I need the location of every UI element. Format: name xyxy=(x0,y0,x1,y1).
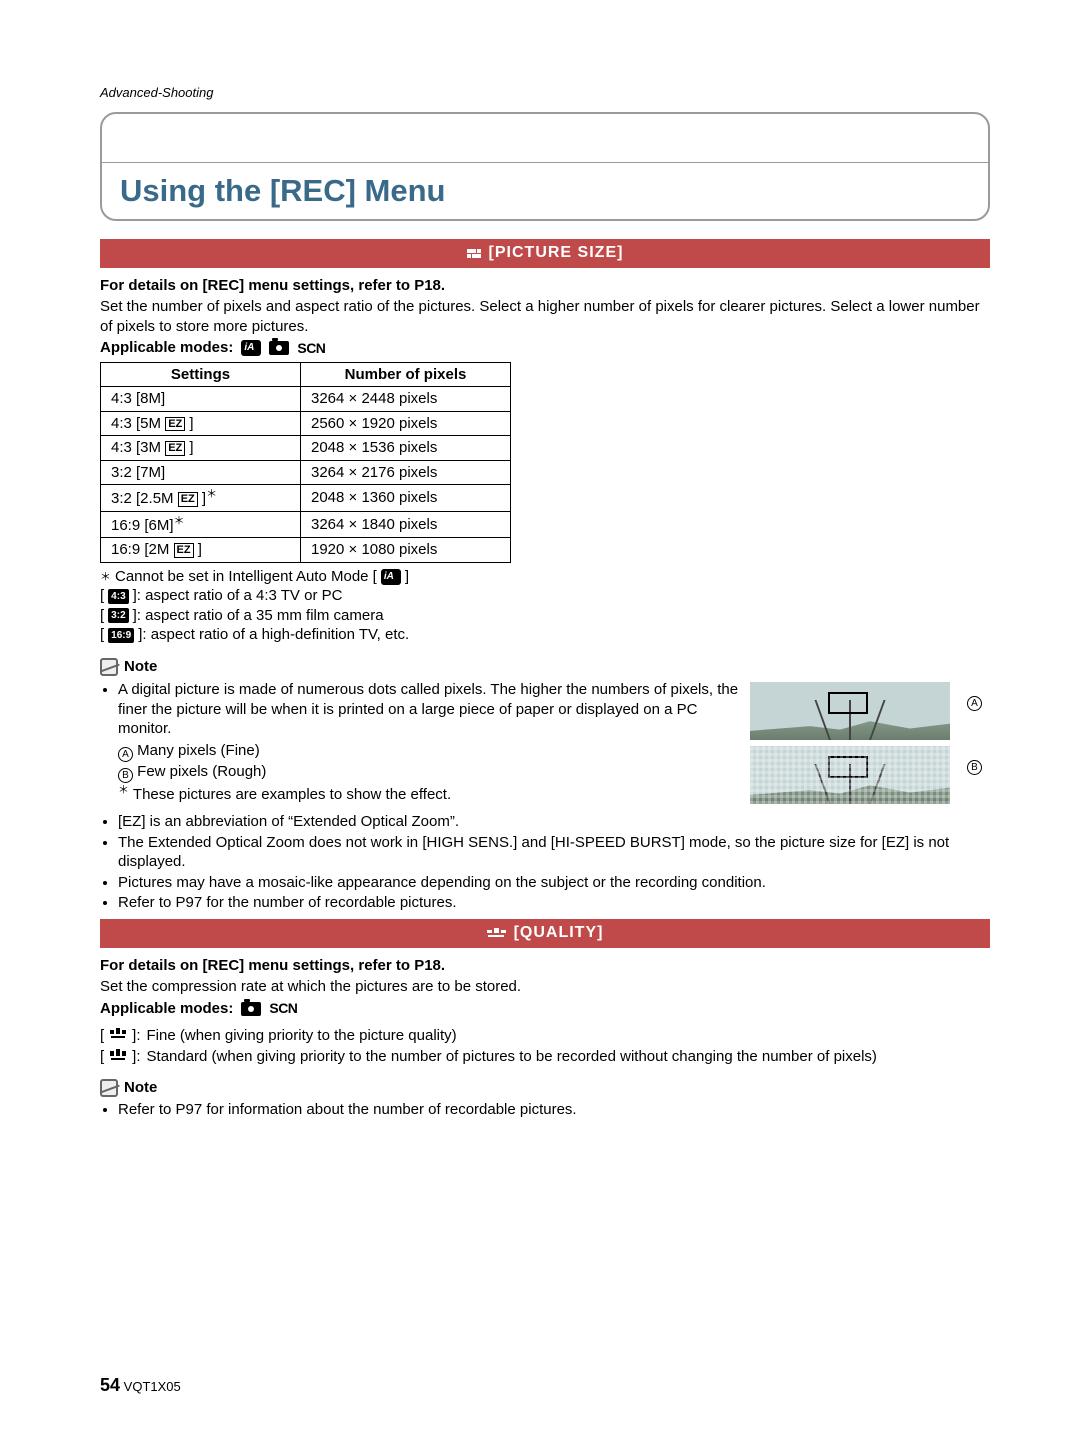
cell-pixels: 1920 × 1080 pixels xyxy=(301,538,511,563)
table-row: 16:9 [2M EZ ]1920 × 1080 pixels xyxy=(101,538,511,563)
applicable-modes: Applicable modes: SCN xyxy=(100,999,990,1019)
quality-standard-text: Standard (when giving priority to the nu… xyxy=(147,1047,877,1067)
table-row: 3:2 [2.5M EZ ]＊2048 × 1360 pixels xyxy=(101,485,511,512)
cell-pixels: 2560 × 1920 pixels xyxy=(301,411,511,436)
title-frame: Using the [REC] Menu xyxy=(100,112,990,221)
section-bar-quality: [QUALITY] xyxy=(100,919,990,948)
picture-size-bullets: [EZ] is an abbreviation of “Extended Opt… xyxy=(100,812,990,913)
modes-label: Applicable modes: xyxy=(100,999,233,1019)
table-row: 16:9 [6M]＊3264 × 1840 pixels xyxy=(101,511,511,538)
quality-fine-text: Fine (when giving priority to the pictur… xyxy=(147,1026,457,1046)
cell-pixels: 2048 × 1536 pixels xyxy=(301,436,511,461)
cell-settings: 4:3 [5M EZ ] xyxy=(101,411,301,436)
ref-line: For details on [REC] menu settings, refe… xyxy=(100,956,990,976)
marker-a: A xyxy=(118,747,133,762)
list-item: Pictures may have a mosaic-like appearan… xyxy=(118,873,990,893)
table-row: 4:3 [3M EZ ]2048 × 1536 pixels xyxy=(101,436,511,461)
legend-32: ]: aspect ratio of a 35 mm film camera xyxy=(133,606,384,626)
table-row: 4:3 [5M EZ ]2560 × 1920 pixels xyxy=(101,411,511,436)
cell-pixels: 3264 × 1840 pixels xyxy=(301,511,511,538)
note-pixels-intro: A digital picture is made of numerous do… xyxy=(118,680,742,804)
ratio-badge-43: 4:3 xyxy=(108,589,128,604)
cell-settings: 16:9 [2M EZ ] xyxy=(101,538,301,563)
cell-settings: 3:2 [7M] xyxy=(101,460,301,485)
list-item: Refer to P97 for information about the n… xyxy=(118,1100,990,1120)
quality-description: Set the compression rate at which the pi… xyxy=(100,977,990,997)
quality-bullets: Refer to P97 for information about the n… xyxy=(100,1100,990,1120)
quality-fine-icon xyxy=(110,1030,126,1038)
cell-pixels: 3264 × 2448 pixels xyxy=(301,387,511,412)
picture-size-icon xyxy=(467,249,481,258)
example-figures: A B xyxy=(750,678,990,810)
note-block: A digital picture is made of numerous do… xyxy=(100,678,990,810)
legend-star-text: Cannot be set in Intelligent Auto Mode [ xyxy=(115,567,377,587)
figure-rough xyxy=(750,746,950,804)
mode-camera-icon xyxy=(269,341,289,355)
table-row: 3:2 [7M]3264 × 2176 pixels xyxy=(101,460,511,485)
list-item: The Extended Optical Zoom does not work … xyxy=(118,833,990,872)
list-item: Refer to P97 for the number of recordabl… xyxy=(118,893,990,913)
note-heading: Note xyxy=(100,657,990,677)
cell-pixels: 2048 × 1360 pixels xyxy=(301,485,511,512)
note-label: Note xyxy=(124,1078,157,1098)
quality-fine-item: [ ]: Fine (when giving priority to the p… xyxy=(100,1026,990,1046)
cell-settings: 4:3 [8M] xyxy=(101,387,301,412)
picture-size-description: Set the number of pixels and aspect rati… xyxy=(100,297,990,336)
footer: 54 VQT1X05 xyxy=(100,1374,181,1397)
cell-pixels: 3264 × 2176 pixels xyxy=(301,460,511,485)
modes-label: Applicable modes: xyxy=(100,338,233,358)
section-heading: [QUALITY] xyxy=(514,923,604,944)
note-icon xyxy=(100,658,118,676)
note-heading: Note xyxy=(100,1078,990,1098)
mode-camera-icon xyxy=(241,1002,261,1016)
page-number: 54 xyxy=(100,1375,120,1395)
cell-settings: 3:2 [2.5M EZ ]＊ xyxy=(101,485,301,512)
legend-star-after: ] xyxy=(405,567,409,587)
breadcrumb: Advanced-Shooting xyxy=(100,85,990,102)
figure-fine xyxy=(750,682,950,740)
ratio-badge-169: 16:9 xyxy=(108,628,134,643)
mode-ia-icon xyxy=(381,569,401,585)
marker-b: B xyxy=(118,768,133,783)
fig-label-a: A xyxy=(967,696,982,711)
quality-standard-item: [ ]: Standard (when giving priority to t… xyxy=(100,1047,990,1067)
col-settings: Settings xyxy=(101,362,301,387)
picture-size-table: Settings Number of pixels 4:3 [8M]3264 ×… xyxy=(100,362,511,563)
applicable-modes: Applicable modes: SCN xyxy=(100,338,990,358)
mode-scn-icon: SCN xyxy=(269,999,297,1017)
legend-star-mark: ＊ xyxy=(100,570,111,584)
doc-code: VQT1X05 xyxy=(124,1379,181,1394)
quality-icon xyxy=(487,930,506,937)
legend-169: ]: aspect ratio of a high-definition TV,… xyxy=(138,625,409,645)
quality-standard-icon xyxy=(110,1051,126,1060)
cell-settings: 4:3 [3M EZ ] xyxy=(101,436,301,461)
mode-ia-icon xyxy=(241,340,261,356)
legend-43: ]: aspect ratio of a 4:3 TV or PC xyxy=(133,586,343,606)
table-row: 4:3 [8M]3264 × 2448 pixels xyxy=(101,387,511,412)
page-title: Using the [REC] Menu xyxy=(120,171,970,211)
note-icon xyxy=(100,1079,118,1097)
cell-settings: 16:9 [6M]＊ xyxy=(101,511,301,538)
note-label: Note xyxy=(124,657,157,677)
mode-scn-icon: SCN xyxy=(297,339,325,357)
ref-line: For details on [REC] menu settings, refe… xyxy=(100,276,990,296)
fig-label-b: B xyxy=(967,760,982,775)
manual-page: Advanced-Shooting Using the [REC] Menu [… xyxy=(0,0,1080,1449)
col-pixels: Number of pixels xyxy=(301,362,511,387)
section-heading: [PICTURE SIZE] xyxy=(489,243,624,264)
section-bar-picture-size: [PICTURE SIZE] xyxy=(100,239,990,268)
legend-block: ＊ Cannot be set in Intelligent Auto Mode… xyxy=(100,567,990,645)
list-item: [EZ] is an abbreviation of “Extended Opt… xyxy=(118,812,990,832)
ratio-badge-32: 3:2 xyxy=(108,608,128,623)
